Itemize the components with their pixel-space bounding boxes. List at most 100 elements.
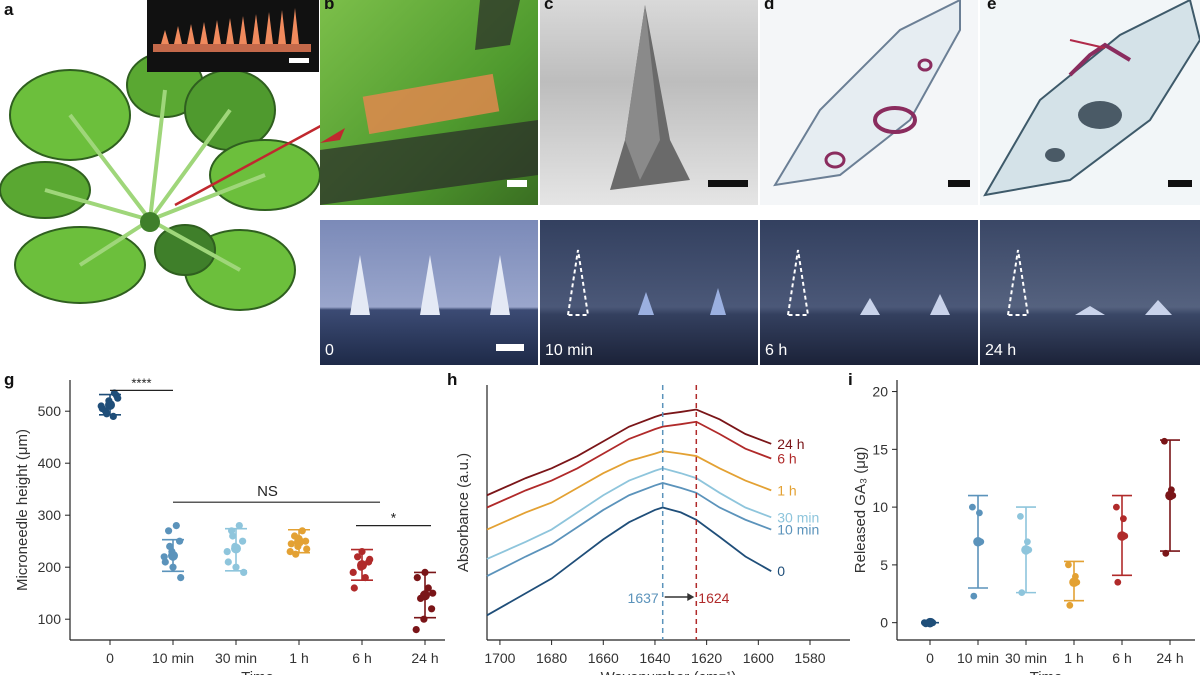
data-point: [976, 509, 983, 517]
x-tick-label: 6 h: [1112, 650, 1131, 666]
data-point: [176, 537, 184, 545]
y-axis-label: Released GA₃ (μg): [852, 447, 869, 573]
y-tick-label: 10: [872, 499, 888, 515]
mean-point: [925, 617, 935, 628]
x-tick-label: 0: [106, 650, 114, 666]
peak-label-left: 1637: [628, 590, 659, 606]
series-label: 1 h: [777, 482, 796, 498]
data-point: [224, 558, 232, 566]
data-point: [286, 548, 294, 556]
patch-inset-image: [147, 0, 319, 72]
panel-label-b: b: [324, 0, 335, 13]
patch-needles: [153, 8, 311, 52]
data-point: [1161, 437, 1168, 445]
panel-label-d: d: [764, 0, 775, 13]
frame-0: 0: [320, 220, 538, 365]
spectrum-line: [486, 420, 772, 509]
data-point: [1066, 601, 1074, 609]
data-point: [298, 527, 306, 535]
series-label: 10 min: [777, 522, 819, 538]
series-label: 30 min: [777, 509, 819, 525]
data-point: [223, 548, 231, 556]
x-axis-label: Wavenumber (cm⁻¹): [601, 669, 737, 675]
x-tick-label: 1680: [536, 650, 567, 666]
data-point: [1065, 561, 1072, 569]
data-point: [1017, 512, 1024, 520]
sem-image-c: [540, 0, 758, 205]
data-point: [424, 584, 432, 592]
panel-label-g: g: [4, 370, 15, 389]
significance-label: NS: [257, 483, 278, 500]
scale-bar: [507, 180, 527, 187]
frame-6h: 6 h: [760, 220, 978, 365]
data-point: [358, 548, 366, 556]
chart-h: 1700 1680 1660 1640 1620 1600 1580 Absorbance (…: [455, 385, 850, 675]
data-point: [413, 574, 421, 582]
data-point: [239, 537, 247, 545]
cross-section-image-d: [760, 0, 978, 205]
mean-point: [357, 560, 367, 571]
panel-label-a: a: [4, 0, 14, 19]
data-point: [229, 532, 237, 540]
data-point: [361, 574, 369, 582]
significance-label: *: [391, 510, 397, 526]
data-point: [177, 574, 185, 582]
data-point: [303, 545, 311, 553]
y-tick-label: 0: [880, 615, 888, 631]
x-tick-label: 1640: [639, 650, 670, 666]
y-tick-label: 300: [38, 507, 62, 523]
data-point: [169, 563, 177, 571]
data-point: [350, 584, 358, 592]
data-point: [161, 558, 169, 566]
pointer-arrow: [174, 124, 320, 207]
frame-10min: 10 min: [540, 220, 758, 365]
y-tick-label: 20: [872, 384, 888, 400]
x-tick-label: 1580: [794, 650, 825, 666]
scale-bar: [1168, 180, 1192, 187]
y-tick-label: 200: [38, 559, 62, 575]
y-tick-label: 100: [38, 611, 62, 627]
x-tick-label: 1700: [484, 650, 515, 666]
spectrum-line: [486, 467, 772, 560]
x-tick-label: 1 h: [1064, 650, 1083, 666]
y-tick-label: 400: [38, 455, 62, 471]
data-point: [1162, 549, 1170, 557]
x-tick-label: 30 min: [215, 650, 257, 666]
x-tick-label: 1660: [588, 650, 619, 666]
data-point: [420, 615, 428, 623]
scale-bar: [289, 58, 309, 63]
x-tick-label: 10 min: [152, 650, 194, 666]
frame-time-label: 0: [325, 342, 334, 359]
mean-point: [420, 590, 430, 601]
mean-point: [294, 536, 304, 547]
mean-point: [168, 550, 178, 561]
spectrum-line: [486, 450, 772, 531]
data-point: [970, 592, 978, 600]
data-point: [166, 542, 174, 550]
data-point: [421, 568, 429, 576]
series-label: 24 h: [777, 436, 804, 452]
chart-i: 0 5 10 15 20 0 10 min 30 min 1 h 6 h 24 h Released …: [852, 380, 1195, 675]
data-point: [110, 389, 118, 397]
data-point: [428, 605, 436, 613]
data-point: [103, 410, 111, 418]
mean-point: [1165, 490, 1175, 501]
panel-label-c: c: [544, 0, 554, 13]
scale-bar: [708, 180, 748, 187]
data-point: [354, 553, 362, 561]
y-tick-label: 5: [880, 557, 888, 573]
significance-label: ****: [131, 375, 151, 390]
x-tick-label: 0: [926, 650, 934, 666]
data-point: [114, 394, 122, 402]
x-tick-label: 6 h: [352, 650, 371, 666]
mean-point: [1069, 577, 1079, 588]
data-point: [240, 568, 248, 576]
leaf-photo-b: [320, 0, 538, 205]
spectrum-line: [486, 482, 772, 577]
frame-time-label: 6 h: [765, 342, 788, 359]
x-tick-label: 1 h: [289, 650, 308, 666]
panel-label-e: e: [987, 0, 997, 13]
peak-label-right: 1624: [698, 590, 729, 606]
series-label: 0: [777, 563, 785, 579]
data-point: [429, 589, 437, 597]
